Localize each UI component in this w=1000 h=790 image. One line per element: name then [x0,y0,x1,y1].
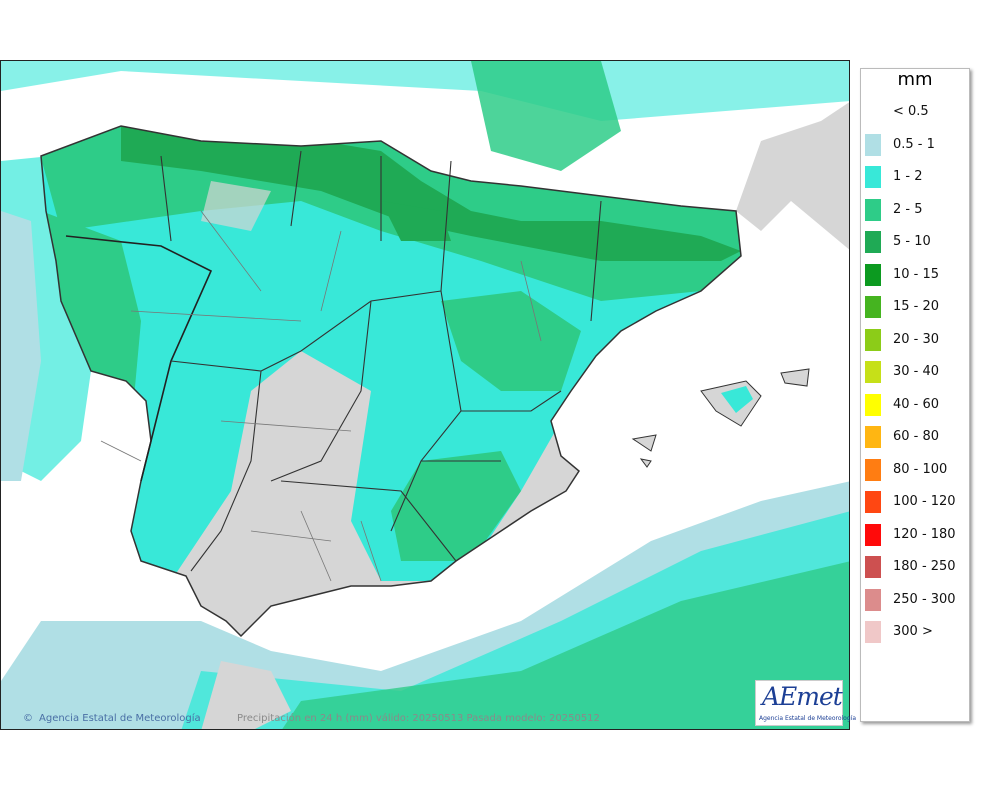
legend-item: 60 - 80 [865,426,969,448]
legend-label: < 0.5 [893,104,929,119]
legend-label: 2 - 5 [893,201,923,217]
legend-swatch [865,231,881,253]
legend-label: 5 - 10 [893,234,931,249]
legend-item: 20 - 30 [865,328,969,351]
legend-label: 30 - 40 [893,364,940,379]
precipitation-legend: mm < 0.5 0.5 - 1 1 - 2 2 - 5 5 - 10 10 - 15 15… [860,68,970,722]
province-borders [100,210,542,582]
aemet-logo: AEmet Agencia Estatal de Meteorología [755,680,856,726]
legend-item: 100 - 120 [865,491,969,513]
copyright-icon: © [23,713,33,724]
legend-label: 20 - 30 [893,331,940,347]
france-land [736,102,849,250]
formentera [639,458,652,468]
legend-swatch [865,491,881,513]
legend-label: 250 - 300 [893,591,956,607]
legend-item: 80 - 100 [865,458,969,481]
map-caption: Precipitación en 24 h (mm) válido: 20250… [237,713,600,724]
legend-label: 10 - 15 [893,266,940,282]
map-credit: Agencia Estatal de Meteorología [39,713,201,724]
legend-swatch [865,588,881,611]
legend-swatch [865,556,881,578]
legend-item: 5 - 10 [865,231,969,253]
legend-swatch [865,621,881,643]
legend-label: 1 - 2 [893,169,923,184]
sea-precip-biscay [471,61,621,171]
legend-item: 15 - 20 [865,296,969,318]
legend-unit: mm [897,69,933,90]
legend-item: 250 - 300 [865,588,969,611]
region-borders [160,150,602,572]
legend-swatch [865,328,881,351]
legend-item: 300 > [865,621,969,643]
legend-swatch [865,426,881,448]
legend-item: 180 - 250 [865,556,969,578]
legend-label: 15 - 20 [893,299,940,314]
legend-item: 1 - 2 [865,166,969,188]
legend-item: 40 - 60 [865,393,969,416]
legend-item: 10 - 15 [865,263,969,286]
legend-item: 0.5 - 1 [865,133,969,156]
logo-subtext: Agencia Estatal de Meteorología [759,715,856,722]
legend-swatch [865,101,881,123]
legend-label: 0.5 - 1 [893,136,935,152]
legend-swatch [865,263,881,286]
legend-swatch [865,133,881,156]
legend-item: < 0.5 [865,101,969,123]
ibiza [631,434,657,452]
mallorca-precip [721,386,753,413]
logo-mark: AEmet [762,682,843,711]
legend-swatch [865,458,881,481]
legend-swatch [865,166,881,188]
sea-precip-west [1,211,41,481]
legend-label: 300 > [893,624,933,639]
legend-item: 30 - 40 [865,361,969,383]
legend-label: 100 - 120 [893,494,956,509]
legend-swatch [865,361,881,383]
menorca [780,368,810,387]
sea-precip-south-strong [282,561,849,729]
legend-label: 80 - 100 [893,461,948,477]
legend-swatch [865,393,881,416]
sea-precip-north [1,61,849,121]
legend-label: 180 - 250 [893,559,956,574]
legend-item: 120 - 180 [865,523,969,546]
legend-swatch [865,198,881,221]
legend-label: 60 - 80 [893,429,940,444]
north-africa-land [201,661,291,729]
legend-item: 2 - 5 [865,198,969,221]
map-canvas [1,61,849,729]
portugal-border [65,235,213,482]
precipitation-map: © Agencia Estatal de Meteorología Precip… [0,60,850,730]
legend-label: 40 - 60 [893,396,940,412]
legend-swatch [865,523,881,546]
legend-swatch [865,296,881,318]
legend-label: 120 - 180 [893,526,956,542]
